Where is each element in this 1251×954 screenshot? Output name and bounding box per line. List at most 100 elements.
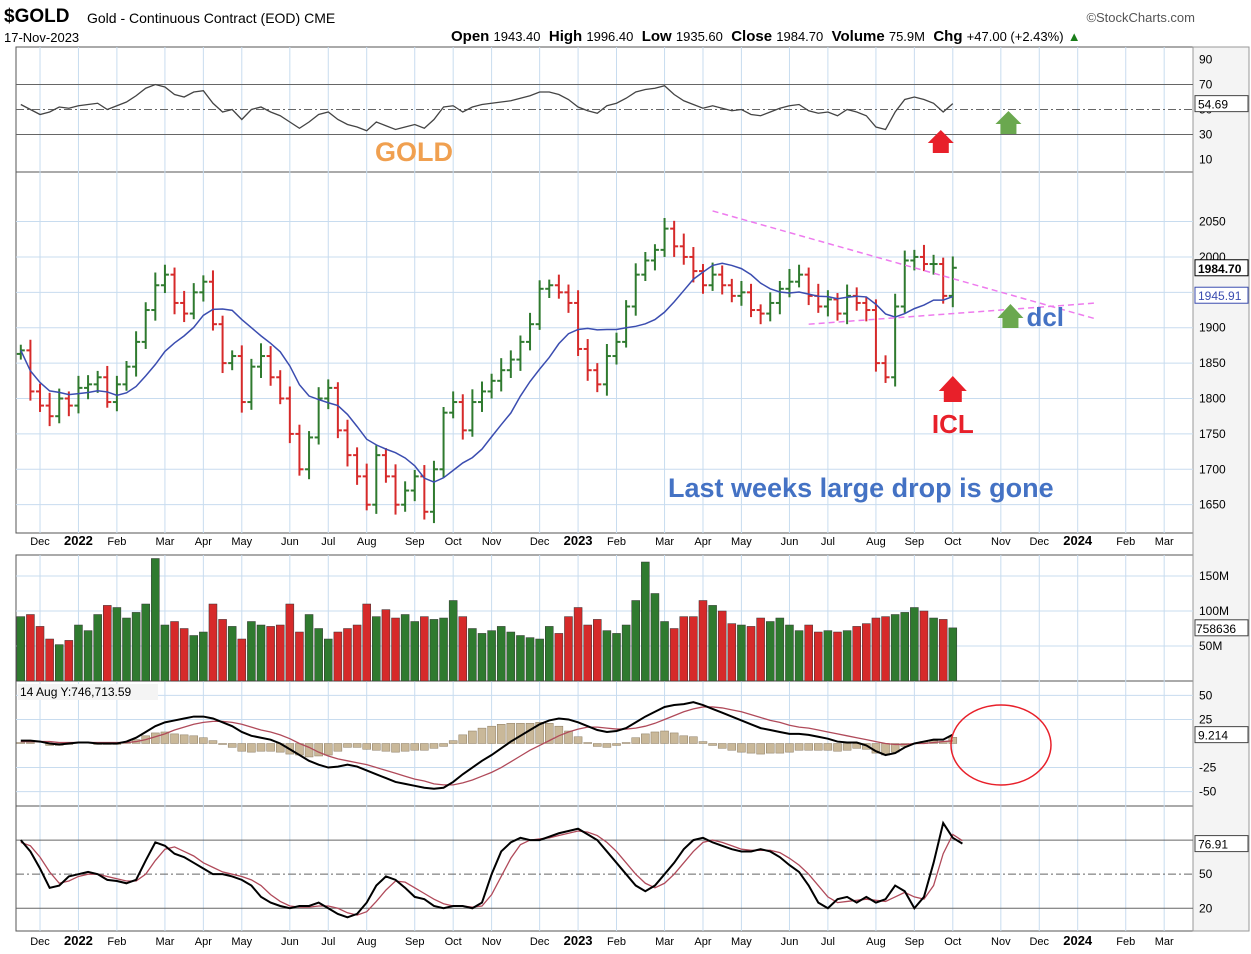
price-bar [583, 339, 592, 381]
volume-bar [496, 626, 506, 682]
x-tick-label: Mar [655, 936, 674, 948]
instrument-description: Gold - Continuous Contract (EOD) CME [87, 10, 335, 26]
volume-bar [266, 626, 275, 682]
price-bar [747, 283, 756, 318]
price-bar [362, 463, 371, 511]
price-bar [545, 279, 554, 298]
volume-bar [487, 630, 496, 682]
chg-label: Chg [933, 28, 963, 45]
x-tick-label: Dec [30, 936, 50, 948]
x-tick-label: Dec [530, 536, 550, 548]
volume-bar [237, 638, 247, 682]
stoch-tick-label: 50 [1199, 867, 1213, 881]
x-tick-label: Sep [905, 536, 925, 548]
histogram-bar [775, 743, 785, 754]
brand-watermark[interactable]: ©StockCharts.com [1086, 10, 1195, 25]
price-bar [103, 365, 112, 408]
price-bar [670, 220, 679, 257]
stoch-last-box [1194, 835, 1249, 853]
price-bar [506, 350, 515, 378]
x-tick-label: Apr [694, 936, 711, 948]
histogram-bar [372, 743, 381, 751]
x-tick-label: Jul [321, 936, 335, 948]
price-bar [372, 445, 381, 514]
volume-bar [304, 614, 314, 682]
x-tick-label: 2022 [64, 533, 93, 548]
price-bar [487, 373, 496, 399]
histogram-bar [804, 743, 813, 751]
volume-value: 75.9M [888, 29, 925, 44]
price-bar [276, 370, 285, 405]
price-bar [228, 350, 237, 371]
volume-bar [554, 633, 564, 682]
price-bar [516, 335, 525, 371]
x-axis-bottom: Dec 2022 Feb Mar Apr May Jun Jul Aug Sep Oct Nov Dec… [30, 933, 1174, 948]
volume-bar [727, 623, 737, 682]
histogram-bar [698, 741, 708, 744]
histogram-bar [208, 740, 218, 744]
x-tick-label: Aug [866, 936, 886, 948]
price-bar [257, 343, 266, 378]
volume-bar [823, 630, 833, 682]
price-bar [929, 254, 938, 275]
x-tick-label: Mar [155, 936, 174, 948]
volume-bar [804, 624, 813, 682]
volume-bar [112, 607, 122, 682]
volume-bar [516, 635, 525, 682]
x-tick-label: Feb [607, 936, 626, 948]
histogram-bar [333, 743, 343, 752]
price-bar [881, 355, 890, 383]
volume-bar [756, 617, 765, 682]
volume-bar [910, 607, 919, 682]
x-tick-label: Jul [321, 536, 335, 548]
high-label: High [548, 28, 583, 45]
macd-axis: -50 -25 25 50 [16, 688, 1217, 799]
histogram-bar [324, 743, 333, 756]
volume-bar [785, 624, 794, 682]
volume-bar [765, 621, 775, 682]
icl-label: ICL [932, 409, 974, 439]
histogram-bar [439, 743, 448, 747]
volume-bar [256, 624, 266, 682]
histogram-bar [218, 743, 227, 745]
histogram-bar [525, 723, 535, 744]
volume-bar [420, 616, 429, 682]
volume-bar [218, 619, 227, 682]
histogram-bar [593, 743, 602, 747]
histogram-bar [458, 734, 468, 744]
volume-bar [439, 617, 448, 682]
volume-bar [362, 603, 371, 682]
volume-tick-label: 50M [1199, 639, 1222, 653]
volume-bar [631, 600, 640, 682]
price-bar [910, 249, 919, 271]
histogram-bar [448, 740, 458, 744]
volume-bar [545, 626, 554, 682]
volume-bar [247, 621, 256, 682]
x-tick-label: May [731, 936, 752, 948]
histogram-bar [765, 743, 775, 754]
price-bar [698, 264, 707, 294]
histogram-bar [948, 737, 958, 744]
price-bar [795, 264, 804, 288]
x-tick-label: 2023 [564, 533, 593, 548]
price-bar [266, 346, 275, 386]
price-bar [112, 375, 121, 412]
histogram-bar [785, 743, 794, 753]
price-bar [526, 312, 535, 351]
price-bar [775, 281, 784, 315]
x-tick-label: Oct [944, 536, 961, 548]
histogram-bar [16, 742, 26, 744]
volume-bar [929, 617, 938, 682]
volume-bar [746, 626, 756, 682]
histogram-bar [612, 743, 621, 746]
price-bar [497, 358, 506, 392]
macd-line [20, 701, 954, 790]
gold-title: GOLD [375, 137, 453, 167]
histogram-bar [746, 743, 756, 754]
moving-average-line [20, 262, 954, 483]
rsi-green-arrow-icon [995, 111, 1022, 134]
price-bar [602, 344, 611, 396]
description-text: Gold - Continuous Contract (EOD) [87, 10, 301, 26]
panel-stoch [15, 805, 1194, 932]
